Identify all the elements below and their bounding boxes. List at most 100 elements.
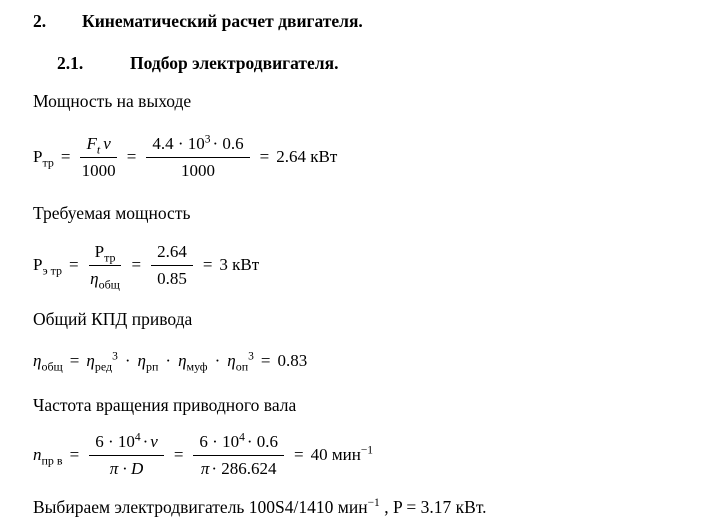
- fraction-symbolic: Ft v 1000: [80, 133, 117, 181]
- equals-sign: =: [69, 445, 80, 464]
- section-heading: 2. Кинематический расчет двигателя.: [33, 10, 694, 32]
- variable-eta-base: η: [137, 351, 146, 370]
- variable-F-subscript: t: [96, 141, 101, 156]
- fraction-numerator: 6 · 104 · 0.6: [193, 430, 285, 456]
- numeric-term: · 0.6: [212, 133, 244, 153]
- variable-v: v: [103, 133, 111, 153]
- exponent: 3: [248, 350, 254, 363]
- variable-pi: π: [200, 458, 210, 478]
- formula-result: 40 мин−1: [311, 445, 373, 465]
- variable-eta-base: η: [33, 351, 42, 370]
- conclusion-part1: Выбираем электродвигатель 100S4/1410 мин: [33, 497, 368, 517]
- variable-subscript: оп: [235, 359, 249, 374]
- label-power-output: Мощность на выходе: [33, 91, 192, 111]
- equals-sign: =: [173, 445, 184, 464]
- variable-eta-muf: ηмуф: [178, 351, 208, 374]
- variable-eta-op: ηоп3: [227, 350, 254, 374]
- fraction-denominator: 1000: [181, 160, 215, 180]
- formula-shaft-speed: nпр в = 6 · 104 · v π · D = 6 · 104 · 0.6 π…: [33, 424, 694, 486]
- exponent: −1: [367, 497, 380, 510]
- exponent: 4: [134, 430, 141, 443]
- variable-subscript: тр: [104, 249, 116, 264]
- formula-output-power: Pтр = Ft v 1000 = 4.4 · 103 · 0.6 1000 = 2…: [33, 126, 694, 188]
- section-title: Кинематический расчет двигателя.: [82, 11, 363, 31]
- variable-eta-base: η: [227, 351, 236, 370]
- formula-overall-efficiency: ηобщ = ηред3 · ηрп · ηмуф · ηоп3 = 0.83: [33, 344, 694, 378]
- variable-F-base: F: [86, 133, 97, 153]
- exponent: 4: [239, 430, 245, 443]
- label-shaft-speed: Частота вращения приводного вала: [33, 395, 297, 415]
- variable-n-pr-v: nпр в: [33, 445, 63, 468]
- fraction-numeric: 6 · 104 · 0.6 π · 286.624: [193, 430, 285, 479]
- equals-sign: =: [126, 147, 137, 166]
- subsection-title: Подбор электродвигателя.: [130, 53, 339, 73]
- variable-subscript: муф: [186, 359, 208, 374]
- subsection-heading: 2.1. Подбор электродвигателя.: [57, 52, 694, 74]
- variable-eta-base: η: [90, 268, 99, 288]
- fraction-numeric: 4.4 · 103 · 0.6 1000: [146, 132, 250, 181]
- result-value: 40 мин: [310, 445, 361, 464]
- numeric-term: 6 · 10: [199, 431, 240, 451]
- conclusion-text: Выбираем электродвигатель 100S4/1410 мин…: [33, 496, 694, 518]
- exponent: 3: [112, 350, 118, 363]
- formula-result: 0.83: [277, 351, 308, 370]
- variable-P-e-tr: Pэ тр: [33, 255, 63, 278]
- variable-eta-base: η: [86, 351, 95, 370]
- equals-sign: =: [259, 147, 270, 166]
- equals-sign: =: [69, 351, 80, 370]
- variable-base: P: [33, 147, 43, 166]
- variable-subscript: пр в: [41, 453, 63, 468]
- numeric-term: · 286.624: [211, 458, 277, 478]
- multiplication-dot: ·: [124, 351, 131, 370]
- exponent: −1: [360, 444, 374, 457]
- fraction-denominator: 1000: [81, 160, 116, 180]
- fraction-numeric: 2.64 0.85: [151, 242, 193, 289]
- fraction-denominator: π · D: [109, 458, 144, 478]
- formula-required-power: Pэ тр = Pтр ηобщ = 2.64 0.85 = 3 кВт: [33, 234, 694, 296]
- variable-base: P: [33, 255, 43, 274]
- fraction-numerator: 2.64: [151, 242, 193, 266]
- multiplication-dot: ·: [142, 431, 149, 451]
- fraction-denominator: 0.85: [157, 268, 187, 288]
- conclusion-part2: , P = 3.17 кВт.: [379, 497, 487, 517]
- subsection-number: 2.1.: [57, 53, 84, 73]
- variable-v: v: [150, 431, 158, 451]
- variable-eta-red: ηред3: [86, 350, 118, 374]
- fraction-symbolic: 6 · 104 · v π · D: [89, 430, 164, 479]
- equals-sign: =: [202, 255, 213, 274]
- label-required-power: Требуемая мощность: [33, 203, 191, 223]
- variable-base: n: [33, 445, 42, 464]
- multiplication-dot: ·: [165, 351, 172, 370]
- variable-subscript: э тр: [42, 263, 63, 278]
- fraction-symbolic: Pтр ηобщ: [88, 241, 122, 291]
- variable-eta-obsh: ηобщ: [33, 351, 63, 374]
- variable-subscript: ред: [94, 359, 113, 374]
- label-overall-efficiency: Общий КПД привода: [33, 309, 193, 329]
- equals-sign: =: [131, 255, 142, 274]
- fraction-numerator: Pтр: [88, 241, 122, 266]
- equals-sign: =: [294, 445, 304, 464]
- variable-eta-base: η: [178, 351, 187, 370]
- fraction-denominator: π · 286.624: [201, 456, 277, 479]
- formula-result: 3 кВт: [219, 255, 260, 274]
- variable-base: P: [94, 241, 105, 261]
- equals-sign: =: [60, 147, 71, 166]
- fraction-denominator: ηобщ: [90, 266, 120, 291]
- section-number: 2.: [33, 11, 47, 31]
- fraction-numerator: Ft v: [80, 133, 117, 158]
- multiplication-dot: ·: [214, 351, 221, 370]
- fraction-numerator: 6 · 104 · v: [89, 430, 164, 456]
- exponent: 3: [204, 132, 211, 145]
- variable-subscript: общ: [98, 276, 120, 291]
- numeric-term: 4.4 · 10: [152, 133, 205, 153]
- numeric-term: 6 · 10: [95, 431, 135, 451]
- equals-sign: =: [69, 255, 79, 274]
- variable-P-tr: Pтр: [33, 147, 54, 170]
- variable-subscript: общ: [41, 359, 63, 374]
- variable-subscript: тр: [42, 155, 54, 170]
- variable-eta-rp: ηрп: [137, 351, 159, 372]
- numeric-term: · 0.6: [246, 431, 279, 451]
- formula-result: 2.64 кВт: [276, 147, 338, 166]
- equals-sign: =: [260, 351, 271, 370]
